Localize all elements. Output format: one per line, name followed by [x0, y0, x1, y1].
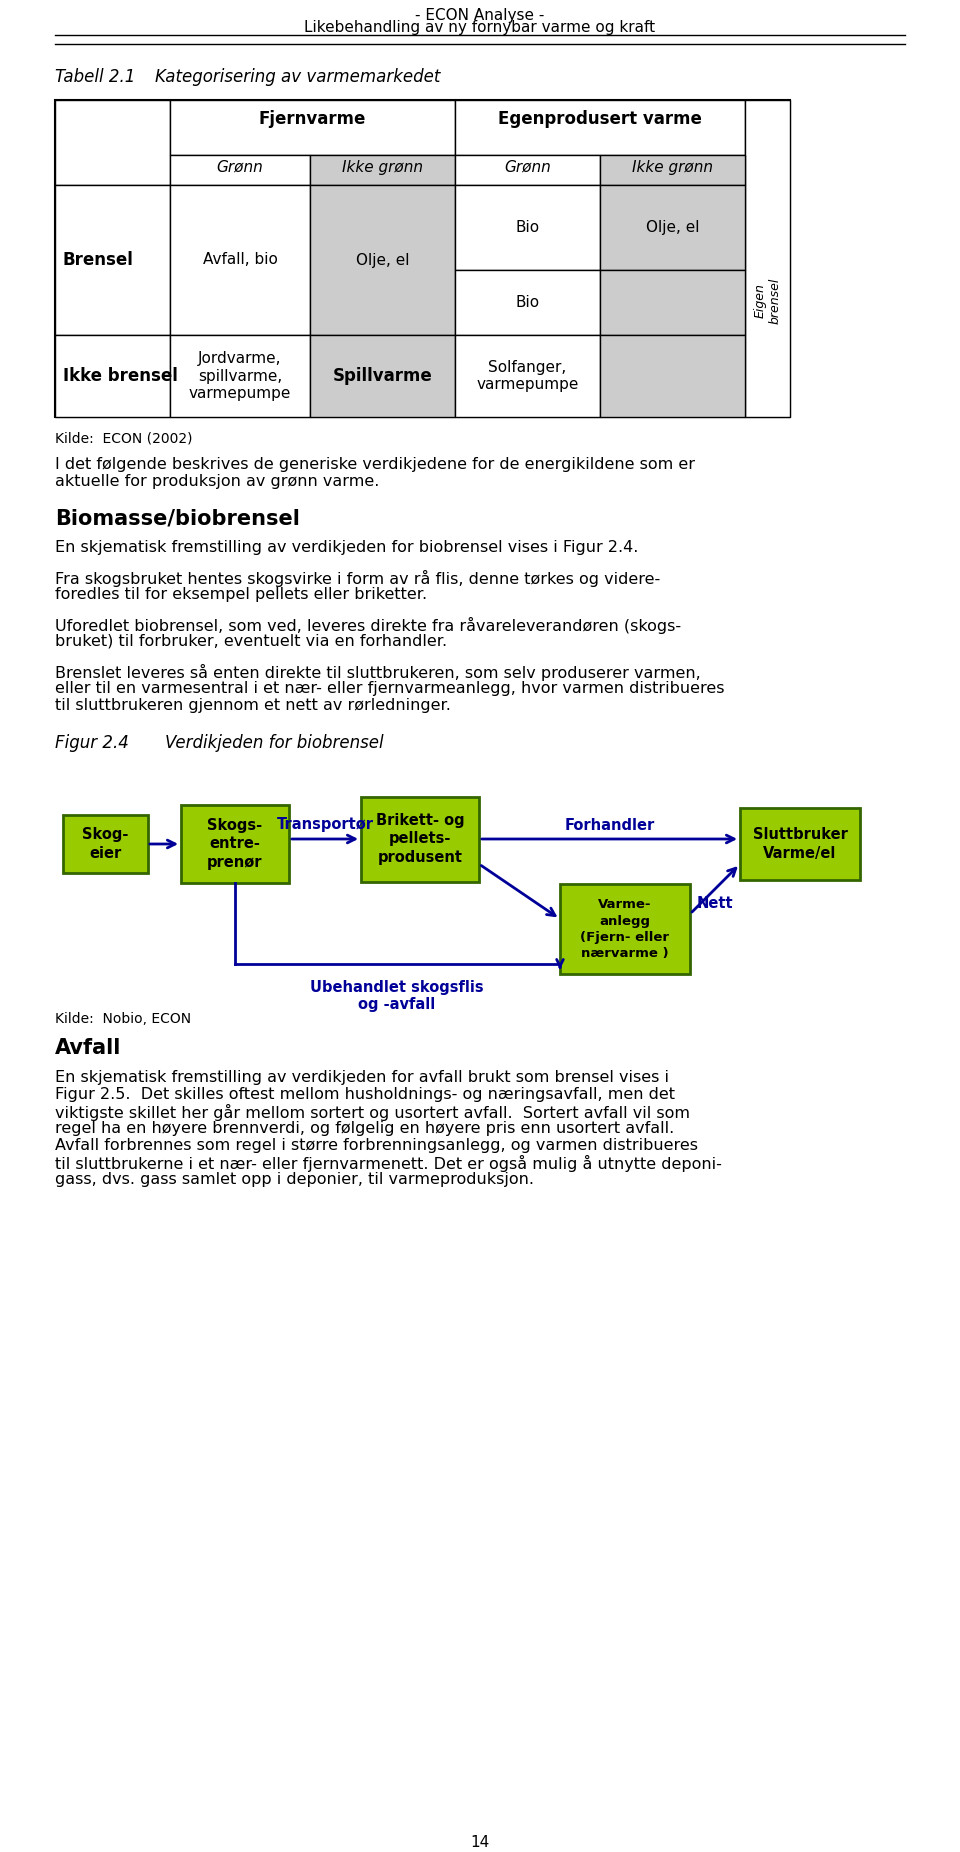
Text: Biomasse/biobrensel: Biomasse/biobrensel	[55, 507, 300, 528]
Text: Egenprodusert varme: Egenprodusert varme	[498, 109, 702, 128]
Bar	[600, 270, 745, 335]
Text: Varme-
anlegg
(Fjern- eller
nærvarme ): Varme- anlegg (Fjern- eller nærvarme )	[581, 898, 669, 959]
Bar	[310, 335, 455, 417]
Text: Kilde:  Nobio, ECON: Kilde: Nobio, ECON	[55, 1011, 191, 1026]
Bar	[600, 156, 745, 185]
Text: Fjernvarme: Fjernvarme	[259, 109, 366, 128]
Bar	[170, 335, 310, 417]
Bar	[310, 185, 455, 335]
Bar	[55, 100, 790, 417]
Text: Bio: Bio	[516, 294, 540, 309]
Text: aktuelle for produksjon av grønn varme.: aktuelle for produksjon av grønn varme.	[55, 474, 379, 489]
Bar	[170, 185, 310, 335]
Text: Solfanger,
varmepumpe: Solfanger, varmepumpe	[476, 359, 579, 393]
Text: En skjematisk fremstilling av verdikjeden for avfall brukt som brensel vises i: En skjematisk fremstilling av verdikjede…	[55, 1070, 669, 1085]
Text: eller til en varmesentral i et nær- eller fjernvarmeanlegg, hvor varmen distribu: eller til en varmesentral i et nær- elle…	[55, 682, 725, 696]
Text: Brikett- og
pellets-
produsent: Brikett- og pellets- produsent	[375, 813, 465, 865]
Text: Verdikjeden for biobrensel: Verdikjeden for biobrensel	[165, 733, 384, 752]
Bar	[455, 185, 600, 270]
Text: Kilde:  ECON (2002): Kilde: ECON (2002)	[55, 432, 193, 444]
Bar	[600, 335, 745, 417]
Bar	[455, 335, 600, 417]
Bar	[62, 815, 148, 872]
Text: til sluttbrukerne i et nær- eller fjernvarmenett. Det er også mulig å utnytte de: til sluttbrukerne i et nær- eller fjernv…	[55, 1156, 722, 1172]
Text: 14: 14	[470, 1835, 490, 1850]
Text: Forhandler: Forhandler	[564, 817, 655, 833]
Text: - ECON Analyse -: - ECON Analyse -	[416, 7, 544, 22]
Text: Grønn: Grønn	[217, 159, 263, 174]
Bar	[600, 185, 745, 270]
Text: Transportør: Transportør	[276, 817, 373, 833]
Text: Skogs-
entre-
prenør: Skogs- entre- prenør	[207, 819, 263, 870]
Bar	[745, 100, 790, 417]
Text: Ikke brensel: Ikke brensel	[63, 367, 178, 385]
Text: Figur 2.5.  Det skilles oftest mellom husholdnings- og næringsavfall, men det: Figur 2.5. Det skilles oftest mellom hus…	[55, 1087, 675, 1102]
Bar	[455, 270, 600, 335]
Bar	[170, 156, 310, 185]
Bar	[560, 883, 690, 974]
Text: Avfall: Avfall	[55, 1037, 121, 1057]
Text: Avfall, bio: Avfall, bio	[203, 252, 277, 267]
Text: En skjematisk fremstilling av verdikjeden for biobrensel vises i Figur 2.4.: En skjematisk fremstilling av verdikjede…	[55, 541, 638, 556]
Text: Bio: Bio	[516, 220, 540, 235]
Text: Sluttbruker
Varme/el: Sluttbruker Varme/el	[753, 828, 848, 861]
Text: Grønn: Grønn	[504, 159, 551, 174]
Bar	[455, 156, 600, 185]
Text: Tabell 2.1: Tabell 2.1	[55, 69, 135, 85]
Bar	[181, 806, 289, 883]
Text: Brenslet leveres så enten direkte til sluttbrukeren, som selv produserer varmen,: Brenslet leveres så enten direkte til sl…	[55, 665, 701, 682]
Bar	[55, 335, 170, 417]
Text: foredles til for eksempel pellets eller briketter.: foredles til for eksempel pellets eller …	[55, 587, 427, 602]
Text: gass, dvs. gass samlet opp i deponier, til varmeproduksjon.: gass, dvs. gass samlet opp i deponier, t…	[55, 1172, 534, 1187]
Text: Figur 2.4: Figur 2.4	[55, 733, 129, 752]
Bar	[170, 100, 455, 156]
Bar	[310, 156, 455, 185]
Text: Jordvarme,
spillvarme,
varmepumpe: Jordvarme, spillvarme, varmepumpe	[189, 352, 291, 400]
Text: Fra skogsbruket hentes skogsvirke i form av rå flis, denne tørkes og videre-: Fra skogsbruket hentes skogsvirke i form…	[55, 570, 660, 587]
Text: Avfall forbrennes som regel i større forbrenningsanlegg, og varmen distribueres: Avfall forbrennes som regel i større for…	[55, 1137, 698, 1154]
Bar	[55, 100, 170, 185]
Bar	[55, 185, 170, 335]
Text: Eigen
brensel: Eigen brensel	[754, 278, 781, 324]
Text: regel ha en høyere brennverdi, og følgelig en høyere pris enn usortert avfall.: regel ha en høyere brennverdi, og følgel…	[55, 1120, 674, 1135]
Bar	[361, 796, 479, 882]
Text: Brensel: Brensel	[63, 252, 133, 269]
Text: bruket) til forbruker, eventuelt via en forhandler.: bruket) til forbruker, eventuelt via en …	[55, 633, 447, 648]
Text: Olje, el: Olje, el	[356, 252, 409, 267]
Text: Uforedlet biobrensel, som ved, leveres direkte fra råvareleverandøren (skogs-: Uforedlet biobrensel, som ved, leveres d…	[55, 617, 682, 633]
Text: Olje, el: Olje, el	[646, 220, 699, 235]
Text: Spillvarme: Spillvarme	[332, 367, 432, 385]
Text: Ikke grønn: Ikke grønn	[342, 159, 423, 174]
Text: til sluttbrukeren gjennom et nett av rørledninger.: til sluttbrukeren gjennom et nett av rør…	[55, 698, 451, 713]
Bar	[455, 100, 745, 156]
Text: Likebehandling av ny fornybar varme og kraft: Likebehandling av ny fornybar varme og k…	[304, 20, 656, 35]
Text: Nett: Nett	[697, 896, 733, 911]
Bar	[740, 807, 860, 880]
Text: Ikke grønn: Ikke grønn	[632, 159, 713, 174]
Text: I det følgende beskrives de generiske verdikjedene for de energikildene som er: I det følgende beskrives de generiske ve…	[55, 457, 695, 472]
Text: viktigste skillet her går mellom sortert og usortert avfall.  Sortert avfall vil: viktigste skillet her går mellom sortert…	[55, 1104, 690, 1120]
Text: Kategorisering av varmemarkedet: Kategorisering av varmemarkedet	[155, 69, 441, 85]
Text: Skog-
eier: Skog- eier	[82, 828, 129, 861]
Text: Ubehandlet skogsflis
og -avfall: Ubehandlet skogsflis og -avfall	[310, 980, 484, 1013]
